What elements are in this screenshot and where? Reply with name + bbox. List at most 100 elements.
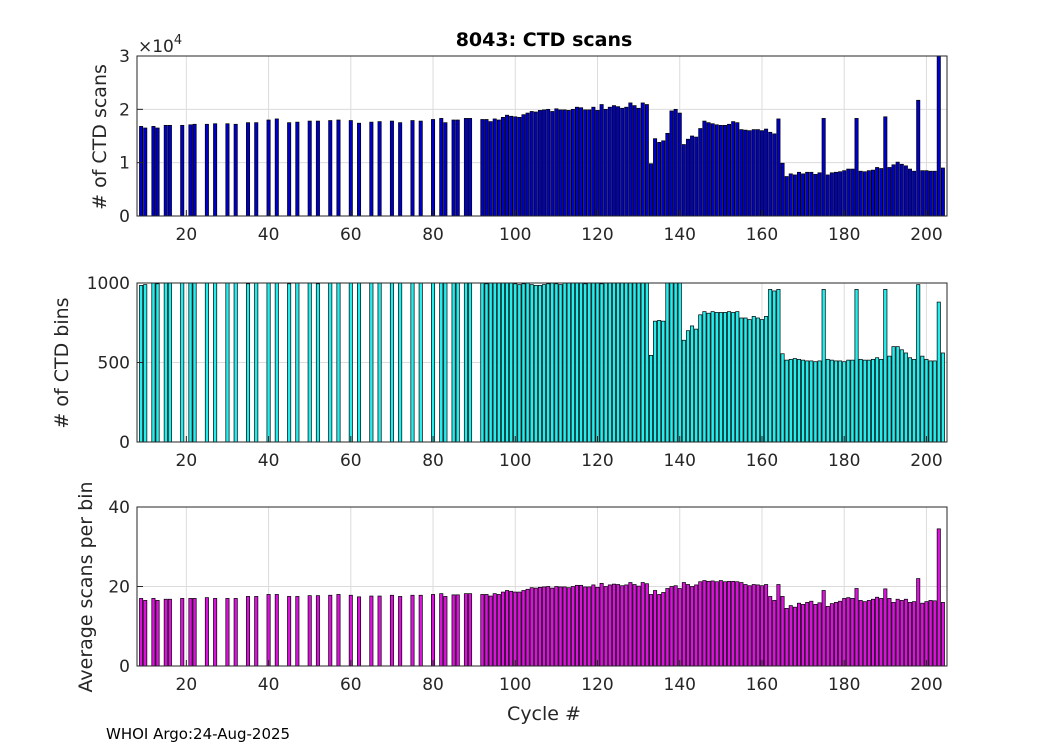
x-tick-label: 60	[340, 451, 362, 471]
bar	[866, 170, 871, 217]
bar	[932, 600, 937, 667]
bar	[570, 282, 575, 443]
bar	[784, 176, 789, 217]
bar	[648, 163, 653, 217]
bar	[595, 110, 600, 217]
bar	[850, 168, 855, 217]
bar	[348, 120, 353, 217]
bar	[431, 594, 436, 667]
bar	[616, 106, 621, 217]
bar	[825, 174, 830, 217]
bar	[192, 282, 197, 443]
bar	[537, 110, 542, 217]
bar	[653, 320, 658, 443]
bar	[648, 594, 653, 667]
bar	[801, 359, 806, 443]
bar	[550, 587, 555, 667]
x-tick-label: 140	[664, 225, 696, 245]
bar	[587, 282, 592, 443]
bar	[727, 123, 732, 217]
bar	[636, 282, 641, 443]
bar	[838, 600, 843, 667]
y-axis-label: # of CTD scans	[89, 64, 111, 210]
bar	[714, 124, 719, 217]
bar	[398, 122, 403, 217]
bar	[924, 358, 929, 443]
bar	[862, 359, 867, 443]
bar	[315, 283, 320, 443]
bar	[254, 122, 259, 217]
bar	[233, 123, 238, 217]
bar	[439, 118, 444, 217]
bar	[903, 598, 908, 667]
bar	[389, 594, 394, 667]
bar	[443, 122, 448, 217]
exponent-base: ×10	[138, 37, 174, 57]
bar	[537, 285, 542, 443]
bar	[722, 312, 727, 443]
x-tick-label: 200	[910, 225, 942, 245]
bar	[246, 122, 251, 217]
bar	[336, 282, 341, 443]
bar	[163, 282, 168, 443]
bar	[566, 110, 571, 217]
bar	[295, 596, 300, 667]
bar	[661, 140, 666, 217]
bar	[829, 603, 834, 667]
bar	[829, 172, 834, 217]
bar	[139, 285, 144, 443]
bar	[562, 586, 567, 667]
bar	[587, 586, 592, 667]
bar	[246, 596, 251, 667]
bar	[451, 594, 456, 667]
bar	[513, 116, 518, 217]
bar	[628, 582, 633, 667]
bar	[776, 118, 781, 217]
bar	[870, 598, 875, 667]
bar	[879, 168, 884, 217]
bar	[496, 282, 501, 443]
bar	[644, 282, 649, 443]
bar	[517, 591, 522, 667]
bar	[620, 107, 625, 217]
bar-series-average	[139, 528, 945, 667]
bar	[410, 282, 415, 443]
bar	[537, 586, 542, 667]
bar	[665, 282, 670, 443]
bar	[862, 601, 867, 667]
bar	[624, 106, 629, 217]
bar	[418, 282, 423, 443]
bar	[151, 126, 156, 217]
bar	[480, 119, 485, 217]
y-tick-label: 500	[98, 354, 130, 374]
y-tick-label: 3	[119, 47, 130, 67]
bar	[357, 282, 362, 443]
bar	[307, 120, 312, 217]
bar	[188, 124, 193, 217]
bar	[579, 282, 584, 443]
bar	[735, 581, 740, 667]
bar	[439, 282, 444, 443]
bar	[669, 282, 674, 443]
bar	[903, 165, 908, 217]
bar	[488, 121, 493, 217]
bar	[398, 282, 403, 443]
bar	[542, 109, 547, 217]
bar	[747, 319, 752, 443]
bar	[550, 111, 555, 217]
bar	[603, 282, 608, 443]
x-tick-label: 20	[176, 225, 198, 245]
bar	[628, 102, 633, 217]
bar	[307, 282, 312, 443]
bar	[484, 283, 489, 443]
bar	[796, 171, 801, 217]
bar	[928, 170, 933, 217]
bar	[570, 108, 575, 217]
bar	[784, 608, 789, 667]
bar	[755, 584, 760, 667]
y-tick-label: 0	[119, 207, 130, 227]
bar	[780, 353, 785, 443]
bar	[788, 605, 793, 667]
bar	[546, 108, 551, 217]
bar	[496, 119, 501, 217]
